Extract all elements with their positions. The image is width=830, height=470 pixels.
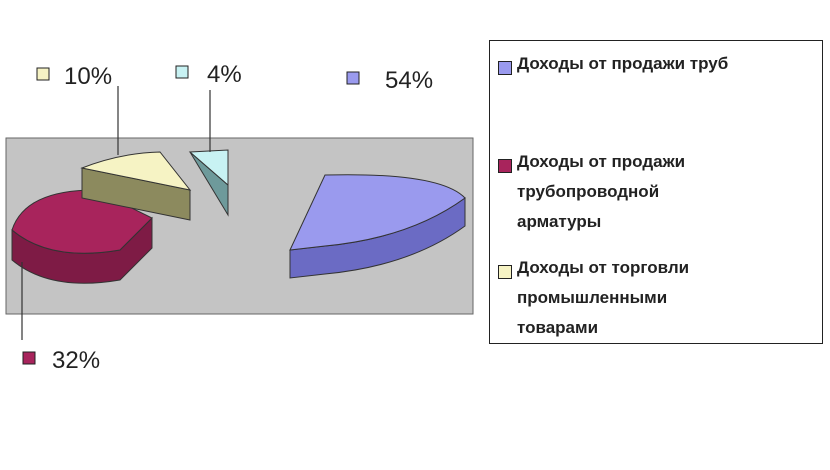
pie-slice-other: [188, 149, 229, 217]
data-label-swatch-other: [175, 65, 189, 79]
pie-slice-trade: [80, 151, 192, 221]
slice-top: [289, 174, 466, 251]
legend-item-fittings: Доходы от продажи трубопроводной арматур…: [498, 152, 817, 237]
legend-swatch: [498, 159, 512, 173]
slice-top: [188, 149, 229, 187]
legend: Доходы от продажи труб Доходы от продажи…: [489, 40, 823, 344]
data-label-trade: 10%: [64, 63, 112, 90]
legend-label: Доходы от торговли промышленными товарам…: [517, 258, 690, 337]
legend-label: Доходы от продажи трубопроводной арматур…: [517, 152, 686, 231]
slice-top: [11, 189, 153, 254]
data-label-pipes: 54%: [385, 67, 433, 94]
legend-swatch: [498, 265, 512, 279]
data-label-swatch-trade: [36, 67, 50, 81]
data-label-swatch-pipes: [346, 71, 360, 85]
slice-top: [80, 151, 192, 191]
pie-slice-fittings: [11, 189, 153, 284]
legend-item-trade: Доходы от торговли промышленными товарам…: [498, 258, 817, 343]
pie-slice-pipes: [289, 174, 466, 279]
data-label-fittings: 32%: [52, 347, 100, 374]
legend-swatch: [498, 61, 512, 75]
data-label-swatch-fittings: [22, 351, 36, 365]
data-label-other: 4%: [207, 61, 242, 88]
legend-label: Доходы от продажи труб: [517, 54, 729, 73]
legend-item-pipes: Доходы от продажи труб: [498, 54, 817, 79]
